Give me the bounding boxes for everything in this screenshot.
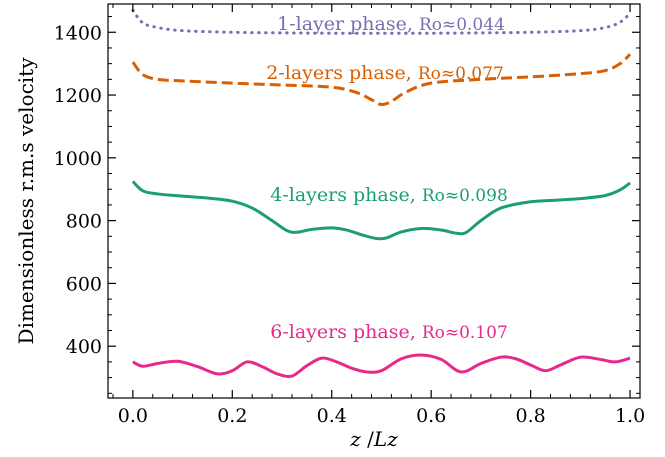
x-tick-label: 0.0 [118, 405, 148, 427]
series-rossby: Ro≈0.077 [418, 64, 504, 84]
x-axis-label-var: z [349, 427, 361, 451]
series-name: 6-layers phase, [270, 321, 422, 343]
y-tick-label: 1400 [54, 22, 102, 44]
x-tick-label: 0.6 [416, 405, 446, 427]
series-name: 2-layers phase, [266, 62, 418, 84]
series-label-3: 4-layers phase, Ro≈0.098 [270, 184, 508, 206]
y-tick-label: 1200 [54, 85, 102, 107]
series-line-2 [131, 53, 632, 106]
y-tick-label: 800 [66, 211, 102, 233]
x-axis-label-denom: Lz [373, 427, 398, 451]
x-tick-label: 1.0 [615, 405, 645, 427]
series-lines [131, 8, 632, 378]
series-rossby: Ro≈0.044 [419, 15, 505, 35]
series-line-3 [131, 180, 631, 241]
series-name: 1-layer phase, [277, 13, 419, 35]
x-tick-label: 0.4 [317, 405, 347, 427]
x-tick-label: 0.2 [217, 405, 247, 427]
plot-frame [107, 3, 641, 399]
x-axis-label: z /Lz [349, 427, 398, 451]
y-tick-label: 1000 [54, 148, 102, 170]
series-labels: 1-layer phase, Ro≈0.044 2-layers phase, R… [266, 13, 508, 343]
x-axis-label-slash: / [361, 427, 374, 451]
series-label-2: 2-layers phase, Ro≈0.077 [266, 62, 504, 84]
series-rossby: Ro≈0.107 [422, 323, 508, 343]
series-line-4 [132, 353, 631, 378]
series-label-1: 1-layer phase, Ro≈0.044 [277, 13, 505, 35]
y-tick-label: 400 [66, 336, 102, 358]
axis-ticks: 0.0 0.2 0.4 0.6 0.8 1.0 400 600 800 1000 1200 1400 [54, 4, 645, 427]
y-tick-label: 600 [66, 273, 102, 295]
x-tick-label: 0.8 [516, 405, 546, 427]
series-name: 4-layers phase, [270, 184, 422, 206]
y-axis-label: Dimensionless r.m.s velocity [14, 57, 38, 345]
series-label-4: 6-layers phase, Ro≈0.107 [270, 321, 508, 343]
series-rossby: Ro≈0.098 [422, 186, 508, 206]
